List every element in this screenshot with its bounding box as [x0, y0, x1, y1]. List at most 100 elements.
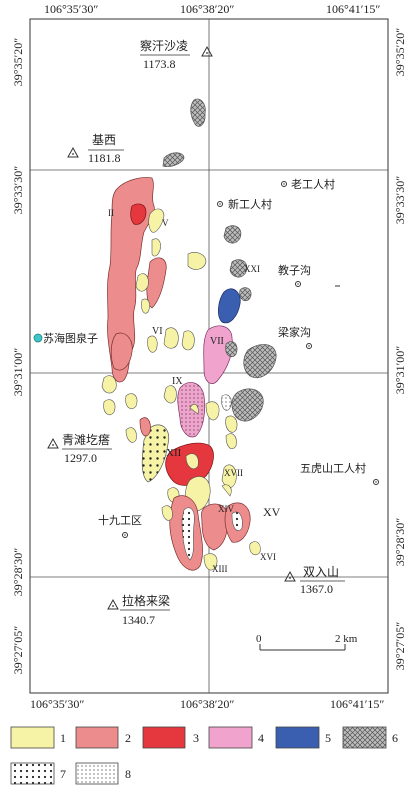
blue-body	[218, 288, 241, 324]
legend-label-5: 5	[325, 731, 331, 745]
legend-swatch-6	[342, 726, 387, 749]
yellow-body	[125, 427, 137, 443]
yellow-body	[221, 484, 232, 497]
yellow-body	[203, 553, 218, 571]
hatched-body	[243, 344, 277, 379]
village-十九工区: 十九工区	[98, 513, 142, 538]
yellow-body	[225, 433, 237, 449]
triangle-marker-icon	[284, 570, 296, 582]
triangle-marker-icon	[201, 45, 213, 57]
legend-swatch-4	[208, 726, 253, 749]
peak-elevation: 1340.7	[122, 613, 155, 627]
coord-right-bottom: 39°27′05″	[393, 622, 407, 670]
spring-marker	[33, 333, 43, 343]
village-苏海图泉子: 苏海图泉子	[43, 331, 98, 345]
coord-top-left: 106°35′30″	[44, 2, 98, 16]
label-vi: VI	[152, 326, 163, 337]
legend-label-4: 4	[258, 731, 264, 745]
salmon-body	[110, 332, 133, 371]
village-name: 教子沟	[278, 264, 311, 277]
village-老工人村: 老工人村	[281, 177, 335, 191]
coord-bottom-left: 106°35′30″	[30, 697, 84, 711]
scale-end: 2 km	[335, 633, 358, 645]
label-v: V	[162, 218, 169, 228]
legend-label-6: 6	[392, 731, 398, 745]
coord-right-upper: 39°33′30″	[393, 176, 407, 224]
hatched-body	[190, 98, 206, 127]
yellow-body	[161, 505, 173, 521]
legend-swatch-5	[275, 726, 320, 749]
coord-bottom-right: 106°41′15″	[330, 697, 384, 711]
coord-right-top: 39°35′20″	[393, 28, 407, 76]
yellow-body	[141, 298, 150, 314]
peak-name: 青滩圪瘩	[62, 433, 110, 447]
label-ii: II	[108, 208, 114, 218]
label-xv: XV	[263, 505, 281, 519]
coord-top-mid: 106°38′20″	[180, 2, 234, 16]
village-梁家沟: 梁家沟	[278, 325, 312, 349]
peak-name: 拉格来梁	[122, 593, 170, 608]
village-name: 梁家沟	[278, 325, 311, 339]
yellow-body	[101, 375, 117, 394]
triangle-marker-icon	[67, 146, 79, 158]
label-vii: VII	[210, 336, 224, 347]
yellow-body	[147, 335, 158, 353]
peak-拉格来梁: 拉格来梁 1340.7	[107, 593, 170, 627]
yellow-body	[225, 415, 238, 433]
legend-label-1: 1	[60, 731, 66, 745]
dotted-white-body	[221, 394, 232, 411]
yellow-body	[181, 330, 195, 351]
yellow-body	[187, 252, 207, 270]
legend-swatch-7	[10, 762, 55, 785]
yellow-body	[103, 399, 116, 415]
dotted-white-body	[231, 511, 243, 531]
coord-bottom-mid: 106°38′20″	[180, 697, 234, 711]
peak-双入山: 双入山 1367.0	[284, 565, 345, 596]
village-新工人村: 新工人村	[217, 197, 272, 211]
peak-基西: 基西 1181.8	[67, 133, 124, 165]
yellow-body	[148, 208, 165, 233]
salmon-body	[146, 257, 167, 309]
peak-elevation: 1181.8	[88, 151, 121, 165]
village-name: 五虎山工人村	[300, 461, 366, 475]
peak-name: 基西	[92, 133, 116, 147]
peak-察汗沙凌: 察汗沙凌 1173.8	[140, 39, 213, 71]
label-xxi: XXI	[244, 264, 260, 274]
village-marker-icon	[295, 281, 301, 287]
village-教子沟: 教子沟	[278, 264, 340, 287]
coord-right-mid: 39°31′00″	[393, 346, 407, 394]
label-ix: IX	[172, 376, 183, 387]
yellow-body	[189, 403, 199, 415]
yellow-body	[185, 453, 199, 469]
village-name: 新工人村	[228, 197, 272, 211]
hatched-body	[225, 341, 238, 358]
yellow-body	[163, 327, 179, 349]
village-name: 老工人村	[291, 177, 335, 191]
legend-swatch-3	[142, 726, 186, 749]
village-marker-icon	[373, 479, 379, 485]
label-xvi: XVI	[260, 552, 276, 562]
peak-elevation: 1173.8	[143, 57, 176, 71]
triangle-marker-icon	[47, 437, 59, 449]
label-xvii: XVII	[224, 468, 243, 478]
label-xii: XII	[166, 447, 182, 459]
legend-swatch-1	[10, 726, 55, 749]
hatched-body	[223, 225, 242, 244]
village-marker-icon	[306, 343, 312, 349]
scale-start: 0	[256, 633, 262, 645]
legend-label-3: 3	[193, 731, 199, 745]
dotted-yellow-body	[141, 424, 170, 483]
village-name: 十九工区	[98, 513, 142, 527]
hatched-body	[162, 152, 185, 167]
village-marker-icon	[122, 532, 128, 538]
red-core	[130, 203, 147, 225]
village-name: 苏海图泉子	[43, 331, 98, 345]
label-xiii: XIII	[212, 564, 228, 574]
hatched-body	[231, 388, 264, 422]
peak-青滩圪瘩: 青滩圪瘩 1297.0	[47, 433, 112, 465]
hatched-body	[229, 259, 248, 278]
peak-name: 双入山	[303, 565, 339, 579]
coord-left-lower: 39°28′30″	[11, 548, 25, 596]
yellow-body	[249, 541, 261, 556]
